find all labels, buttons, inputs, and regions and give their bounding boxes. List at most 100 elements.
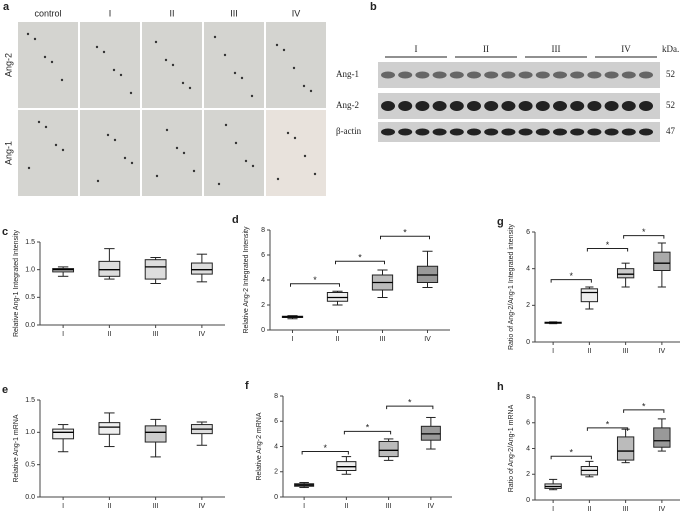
cell-dot [37, 120, 41, 124]
x-tick-label: II [587, 506, 591, 513]
box [98, 422, 121, 435]
x-tick-label: IV [199, 503, 206, 510]
y-tick-label: 6 [261, 252, 265, 259]
significance-bracket [335, 260, 385, 265]
band [604, 71, 619, 79]
column-label: control [34, 8, 61, 18]
x-tick-label: I [62, 331, 64, 338]
band [535, 128, 550, 136]
size-label: 52 [666, 69, 675, 79]
box [52, 428, 75, 440]
significance-bracket [586, 248, 629, 252]
y-tick-label: 0 [261, 327, 265, 334]
significance-bracket [550, 279, 592, 283]
y-tick-label: 4 [526, 266, 530, 273]
panel-letter: e [2, 384, 8, 396]
significance-bracket [623, 409, 665, 413]
band [621, 71, 636, 79]
significance-bracket [550, 455, 592, 460]
group-label: IV [621, 44, 631, 54]
cell-dot [113, 138, 117, 142]
cell-dot [60, 78, 64, 82]
x-tick-label: IV [659, 506, 666, 513]
y-axis-label: Ratio of Ang-2/Ang-1 Integrated intensit… [508, 223, 515, 350]
x-tick-label: IV [428, 503, 435, 510]
band [449, 101, 464, 111]
cell-dot [130, 161, 134, 165]
column-label: II [169, 8, 174, 18]
y-tick-label: 0 [274, 494, 278, 501]
size-label: 52 [666, 100, 675, 110]
significance-label: * [569, 448, 573, 458]
y-tick-label: 6 [526, 420, 530, 427]
band [467, 71, 481, 79]
band [639, 101, 653, 111]
cell-dot [112, 68, 116, 72]
column-label: IV [292, 8, 301, 18]
x-tick-label: II [587, 348, 591, 355]
y-tick-label: 4 [274, 443, 278, 450]
column-label: III [230, 8, 238, 18]
x-tick-label: IV [424, 336, 431, 343]
band [484, 128, 499, 136]
band [467, 128, 481, 136]
y-tick-label: 0.5 [25, 462, 35, 469]
box [653, 251, 671, 272]
significance-bracket [301, 451, 349, 455]
y-tick-label: 8 [274, 393, 278, 400]
x-tick-label: II [107, 503, 111, 510]
x-tick-label: II [336, 336, 340, 343]
cell-dot [43, 55, 47, 59]
band [501, 101, 516, 111]
micrograph [204, 110, 264, 196]
band [449, 128, 464, 136]
cell-dot [309, 89, 313, 93]
significance-label: * [642, 227, 646, 237]
cell-dot [165, 128, 169, 132]
band [587, 101, 602, 111]
micrograph [18, 110, 78, 196]
cell-dot [282, 48, 286, 52]
group-label: I [415, 44, 418, 54]
band [432, 71, 447, 79]
band [570, 71, 585, 79]
significance-label: * [606, 240, 610, 250]
cell-dot [250, 94, 254, 98]
cell-dot [96, 179, 100, 183]
y-tick-label: 2 [526, 471, 530, 478]
x-tick-label: I [552, 506, 554, 513]
significance-bracket [380, 235, 430, 240]
box [616, 268, 635, 279]
micrograph [204, 22, 264, 108]
band [398, 101, 413, 111]
group-label: III [552, 44, 561, 54]
x-tick-label: I [292, 336, 294, 343]
panel-letter: a [3, 1, 10, 13]
x-tick-label: IV [659, 348, 666, 355]
significance-bracket [290, 283, 340, 287]
x-tick-label: III [153, 503, 159, 510]
cell-dot [182, 151, 186, 155]
band [398, 71, 413, 79]
band [381, 71, 395, 79]
cell-dot [61, 148, 65, 152]
x-tick-label: III [153, 331, 159, 338]
box [616, 436, 635, 461]
size-label: 47 [666, 126, 676, 136]
cell-dot [154, 40, 158, 44]
band [501, 71, 516, 79]
cell-dot [95, 45, 99, 49]
cell-dot [292, 66, 296, 70]
band [553, 101, 567, 111]
x-tick-label: III [380, 336, 386, 343]
significance-label: * [569, 271, 573, 281]
micrograph [18, 22, 78, 108]
y-tick-label: 4 [261, 277, 265, 284]
cell-dot [217, 182, 221, 186]
x-tick-label: II [107, 331, 111, 338]
significance-label: * [403, 228, 407, 238]
y-tick-label: 1.0 [25, 429, 35, 436]
cell-dot [171, 63, 175, 67]
cell-dot [293, 136, 297, 140]
